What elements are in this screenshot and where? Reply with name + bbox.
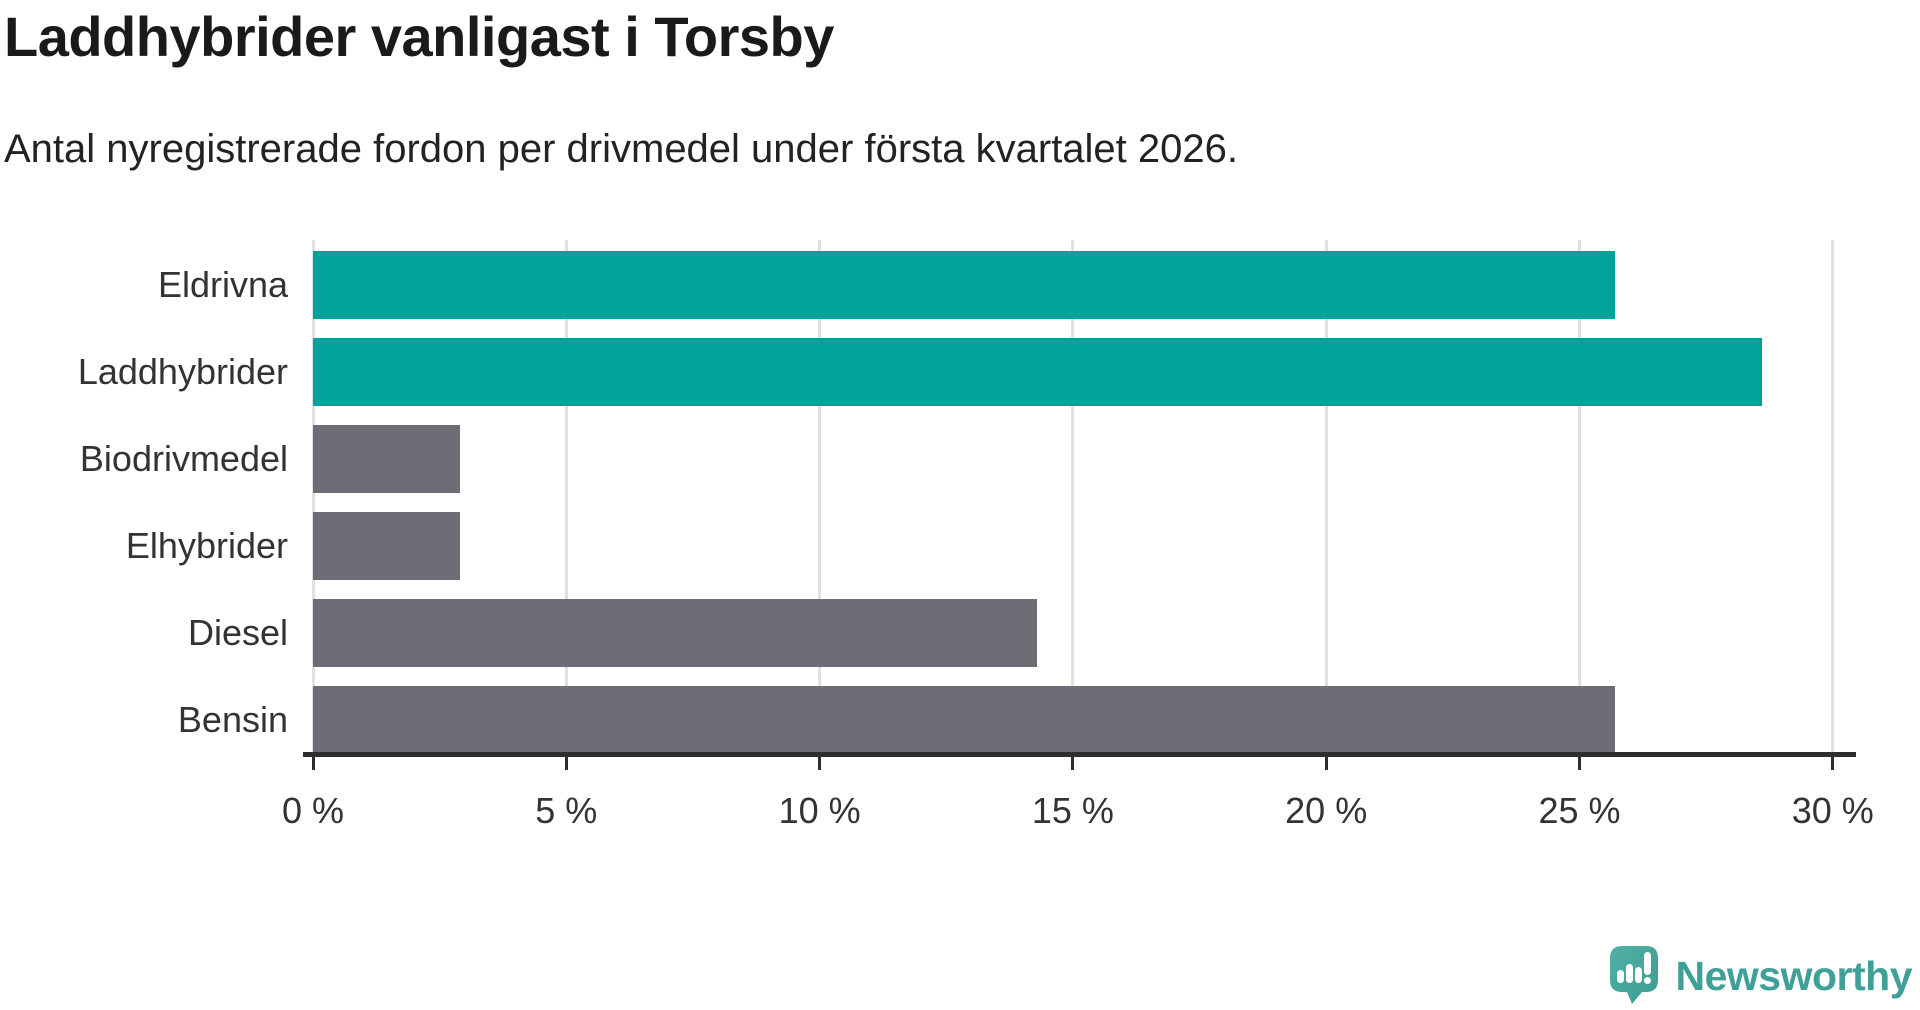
category-label-bensin: Bensin (177, 699, 288, 740)
chart-title: Laddhybrider vanligast i Torsby (4, 5, 834, 68)
bar-eldrivna (313, 251, 1615, 319)
newsworthy-speech-bubble-bar-chart-icon (1609, 946, 1658, 1004)
gridline-20 (1324, 240, 1328, 754)
x-tick-label-15: 15 % (1031, 790, 1114, 831)
gridline-10 (818, 240, 822, 754)
category-label-elhybrider: Elhybrider (125, 525, 288, 566)
x-tick-label-5: 5 % (535, 790, 598, 831)
x-tick-label-10: 10 % (778, 790, 861, 831)
x-tick-0 (311, 757, 315, 770)
newsworthy-wordmark: Newsworthy (1675, 952, 1913, 999)
gridline-15 (1071, 240, 1075, 754)
x-tick-25 (1578, 757, 1581, 770)
bar-laddhybrider (313, 338, 1762, 406)
x-tick-20 (1324, 757, 1328, 770)
gridline-25 (1578, 240, 1581, 754)
category-label-eldrivna: Eldrivna (157, 264, 288, 305)
bar-bensin (313, 686, 1615, 754)
gridline-30 (1831, 240, 1835, 754)
bar-biodrivmedel (313, 425, 460, 493)
x-tick-label-30: 30 % (1791, 790, 1874, 831)
x-tick-label-20: 20 % (1285, 790, 1368, 831)
gridline-0 (311, 240, 315, 754)
category-label-biodrivmedel: Biodrivmedel (79, 438, 288, 479)
category-label-diesel: Diesel (187, 612, 288, 653)
category-label-laddhybrider: Laddhybrider (77, 351, 288, 392)
gridline-5 (564, 240, 568, 754)
x-tick-15 (1071, 757, 1075, 770)
bar-elhybrider (313, 512, 460, 580)
bar-diesel (313, 599, 1038, 667)
chart-subtitle: Antal nyregistrerade fordon per drivmede… (4, 127, 1239, 171)
x-tick-10 (818, 757, 822, 770)
x-axis-line (303, 752, 1856, 757)
x-tick-5 (564, 757, 568, 770)
x-tick-label-0: 0 % (281, 790, 345, 831)
x-tick-label-25: 25 % (1538, 790, 1621, 831)
newsworthy-logo: Newsworthy (1609, 946, 1913, 1006)
x-tick-30 (1831, 757, 1835, 770)
